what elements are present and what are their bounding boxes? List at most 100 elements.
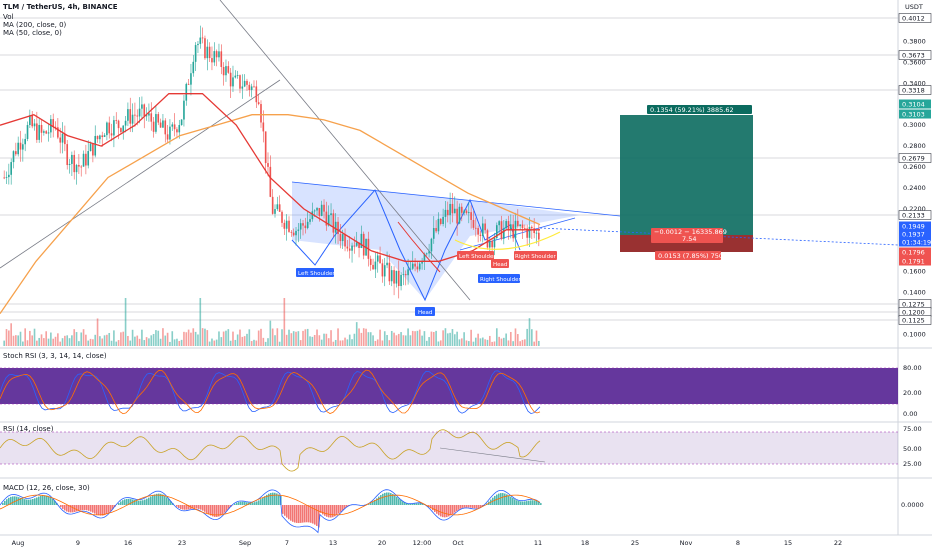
ma50-line[interactable] bbox=[0, 93, 540, 262]
target-zone[interactable] bbox=[620, 115, 753, 235]
macd-bar bbox=[30, 499, 32, 505]
macd-bar bbox=[94, 505, 96, 514]
macd-bar bbox=[456, 505, 458, 512]
macd-bar bbox=[528, 500, 530, 505]
volume-bar bbox=[400, 332, 402, 346]
macd-bar bbox=[272, 492, 274, 505]
macd-bar bbox=[64, 505, 66, 511]
candle-body bbox=[150, 113, 153, 122]
macd-bar bbox=[462, 505, 464, 508]
volume-bar bbox=[101, 338, 104, 346]
candle-body bbox=[127, 109, 129, 121]
candles bbox=[3, 25, 540, 299]
macd-bar bbox=[406, 503, 408, 505]
volume-bar bbox=[152, 333, 155, 346]
candle-body bbox=[122, 125, 125, 133]
candle-body bbox=[87, 151, 90, 166]
right-shoulder-tag[interactable] bbox=[478, 274, 520, 283]
head-shoulders-outline[interactable] bbox=[291, 189, 521, 302]
downtrend-line[interactable] bbox=[219, 0, 471, 301]
macd-bar bbox=[252, 502, 254, 505]
candle-body bbox=[430, 238, 433, 252]
macd-bar bbox=[520, 501, 522, 505]
time-axis[interactable]: Aug 9 16 23 Sep 7 13 20 12:00 Oct 11 18 25 Nov 8 15 22 bbox=[12, 539, 842, 547]
level-tag-label: 0.3318 bbox=[902, 87, 925, 95]
candle-body bbox=[225, 66, 227, 76]
rsi-tick-label: 50.00 bbox=[903, 445, 922, 453]
neckline[interactable] bbox=[291, 181, 621, 217]
volume-bar bbox=[442, 330, 444, 346]
macd-bar bbox=[270, 492, 272, 505]
macd-bar bbox=[400, 500, 402, 505]
macd-bar bbox=[140, 500, 142, 505]
level-tag-bg bbox=[898, 50, 932, 60]
head-small-label: Head bbox=[493, 262, 507, 268]
volume-bar bbox=[134, 336, 136, 346]
candle-body bbox=[481, 223, 484, 237]
candle-body bbox=[75, 164, 78, 173]
volume-bar bbox=[411, 330, 414, 346]
macd-bar bbox=[192, 505, 194, 509]
macd-bar bbox=[324, 505, 326, 516]
ma200-line[interactable] bbox=[0, 114, 541, 314]
price-axis[interactable]: 0.38000.36000.34000.32000.30000.28000.26… bbox=[903, 37, 926, 338]
rising-line[interactable] bbox=[0, 79, 281, 269]
position-label-bg[interactable] bbox=[651, 228, 723, 243]
volume-bar bbox=[183, 331, 185, 346]
left-shoulder-small-tag[interactable] bbox=[457, 251, 494, 260]
candle-body bbox=[456, 208, 458, 224]
volume-bar bbox=[129, 340, 132, 346]
volume-bar bbox=[180, 339, 183, 346]
time-tick-label: 8 bbox=[736, 539, 740, 547]
macd-bar bbox=[108, 505, 110, 513]
macd-bar bbox=[310, 505, 312, 523]
macd-bar bbox=[368, 504, 370, 505]
macd-bar bbox=[440, 505, 442, 517]
level-tag-label: 0.1791 bbox=[902, 258, 925, 266]
candle-body bbox=[477, 228, 479, 235]
macd-bar bbox=[304, 505, 306, 523]
volume-bar bbox=[271, 328, 274, 346]
volume-bar bbox=[220, 337, 223, 346]
volume-bar bbox=[491, 341, 493, 346]
volume-bar bbox=[82, 329, 85, 346]
candle-body bbox=[29, 115, 31, 126]
macd-bar bbox=[50, 497, 52, 505]
level-tag-label: 0.1796 bbox=[902, 249, 925, 257]
volume-bar bbox=[390, 330, 393, 346]
head-tag[interactable] bbox=[415, 307, 435, 316]
volume-bar bbox=[430, 331, 433, 346]
volume-bar bbox=[533, 341, 535, 346]
candle-body bbox=[71, 154, 73, 164]
head-small-tag[interactable] bbox=[491, 259, 509, 268]
macd-bar bbox=[516, 500, 518, 505]
volume-bar bbox=[521, 339, 524, 346]
candle-body bbox=[183, 100, 185, 120]
volume-bar bbox=[267, 338, 269, 346]
volume-bar bbox=[311, 336, 314, 346]
right-shoulder-small-tag[interactable] bbox=[514, 251, 557, 260]
candle-body bbox=[283, 222, 286, 229]
volume-bar bbox=[169, 341, 171, 346]
volume-bar bbox=[353, 333, 356, 346]
candle-body bbox=[194, 45, 197, 62]
candle-body bbox=[407, 269, 409, 276]
volume-bar bbox=[325, 333, 328, 346]
candle-body bbox=[460, 206, 463, 213]
macd-bar bbox=[104, 505, 106, 516]
neckline-rising[interactable] bbox=[459, 217, 576, 251]
macd-bar bbox=[522, 501, 524, 505]
macd-bar bbox=[292, 505, 294, 522]
macd-bar bbox=[212, 505, 214, 517]
level-tag-label: 0.3673 bbox=[902, 52, 925, 60]
left-shoulder-tag[interactable] bbox=[296, 268, 334, 277]
volume-bar bbox=[239, 329, 241, 346]
volume-bar bbox=[524, 339, 526, 346]
candle-body bbox=[213, 51, 216, 63]
volume-bar bbox=[402, 335, 405, 346]
macd-bar bbox=[286, 505, 288, 518]
candle-body bbox=[157, 114, 160, 123]
macd-bar bbox=[450, 505, 452, 516]
volume-bar bbox=[262, 337, 265, 346]
